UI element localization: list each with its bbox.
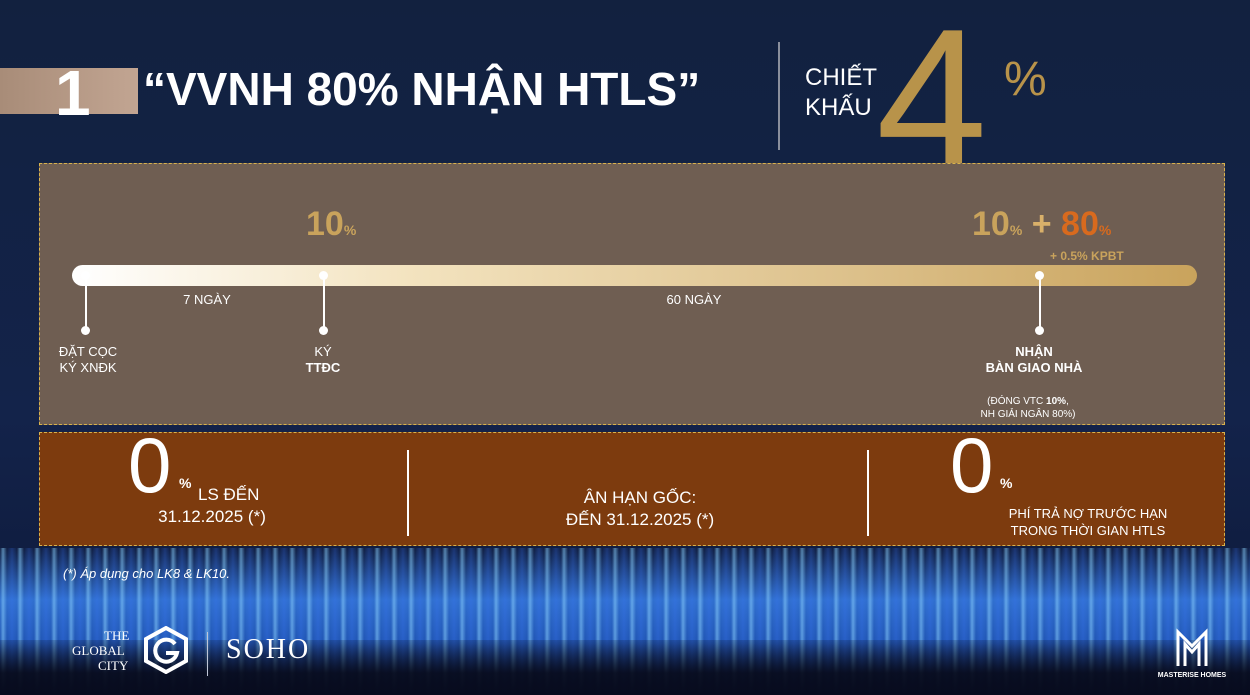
masterise-logo: MASTERISE HOMES bbox=[1157, 672, 1227, 679]
divider bbox=[778, 42, 780, 150]
milestone-note: NH GIẢI NGÂN 80%) bbox=[980, 409, 1076, 420]
note-bold: 10% bbox=[1046, 396, 1067, 407]
title: “VVNH 80% NHẬN HTLS” bbox=[143, 63, 701, 115]
soho-logo: SOHO bbox=[226, 634, 311, 665]
discount-label: KHẤU bbox=[805, 94, 872, 121]
note: (ĐÓNG VTC bbox=[987, 396, 1047, 407]
timeline-point bbox=[81, 271, 90, 280]
note: , bbox=[1066, 396, 1069, 407]
timeline-point bbox=[1035, 271, 1044, 280]
section-number: 1 bbox=[55, 57, 91, 129]
milestone-note: (ĐÓNG VTC 10%, bbox=[987, 396, 1069, 407]
benefit-value: 0 bbox=[950, 421, 994, 509]
milestone-amount: 10% bbox=[306, 205, 356, 244]
unit: % bbox=[1009, 222, 1023, 238]
interval: 7 NGÀY bbox=[183, 292, 231, 307]
crowd-silhouette bbox=[0, 640, 1250, 695]
amount-loan: 80 bbox=[1061, 205, 1099, 243]
logo-divider bbox=[207, 632, 208, 676]
brand-line: CITY bbox=[98, 658, 129, 673]
discount-unit: % bbox=[1004, 53, 1047, 106]
connector bbox=[1039, 276, 1041, 330]
fee-note: + 0.5% KPBT bbox=[1050, 249, 1124, 263]
unit: % bbox=[1098, 222, 1112, 238]
timeline-point bbox=[1035, 326, 1044, 335]
interval: 60 NGÀY bbox=[666, 292, 722, 307]
milestone-label: BÀN GIAO NHÀ bbox=[985, 360, 1083, 375]
connector bbox=[85, 276, 87, 330]
timeline-point bbox=[319, 326, 328, 335]
benefit-text: 31.12.2025 (*) bbox=[158, 507, 266, 526]
divider bbox=[407, 450, 409, 536]
timeline-bar bbox=[72, 265, 1197, 286]
brand-line: GLOBAL bbox=[72, 643, 125, 658]
milestone-amount: 10% + 80% bbox=[972, 205, 1111, 244]
footnote: (*) Áp dụng cho LK8 & LK10. bbox=[63, 566, 230, 581]
divider bbox=[867, 450, 869, 536]
benefit-text: ĐẾN 31.12.2025 (*) bbox=[565, 510, 715, 529]
timeline-panel bbox=[39, 163, 1225, 425]
benefit-text: PHÍ TRẢ NỢ TRƯỚC HẠN bbox=[1008, 506, 1168, 521]
amount: 10 bbox=[972, 205, 1010, 243]
benefit-text: TRONG THỜI GIAN HTLS bbox=[1010, 523, 1166, 538]
connector bbox=[323, 276, 325, 330]
masterise-icon bbox=[1176, 628, 1208, 666]
benefits-panel bbox=[39, 432, 1225, 546]
amount: 10 bbox=[306, 205, 344, 243]
milestone-label: KÝ bbox=[314, 344, 332, 359]
benefit-unit: % bbox=[179, 475, 192, 491]
milestone-label: NHẬN bbox=[1015, 344, 1053, 359]
benefit-value: 0 bbox=[128, 421, 172, 509]
plus: + bbox=[1031, 205, 1052, 243]
benefit-text: LS ĐẾN bbox=[198, 485, 260, 504]
benefit-text: ÂN HẠN GỐC: bbox=[583, 488, 697, 507]
milestone-label: ĐẶT CỌC bbox=[58, 344, 118, 359]
discount-label: CHIẾT bbox=[805, 64, 877, 91]
benefit-unit: % bbox=[1000, 475, 1013, 491]
number-bar bbox=[0, 68, 138, 114]
unit: % bbox=[343, 222, 357, 238]
global-city-icon bbox=[144, 626, 188, 674]
brand-line: THE bbox=[104, 628, 130, 643]
milestone-label: TTĐC bbox=[305, 360, 341, 375]
milestone-label: KÝ XNĐK bbox=[59, 360, 117, 375]
timeline-point bbox=[81, 326, 90, 335]
timeline-point bbox=[319, 271, 328, 280]
